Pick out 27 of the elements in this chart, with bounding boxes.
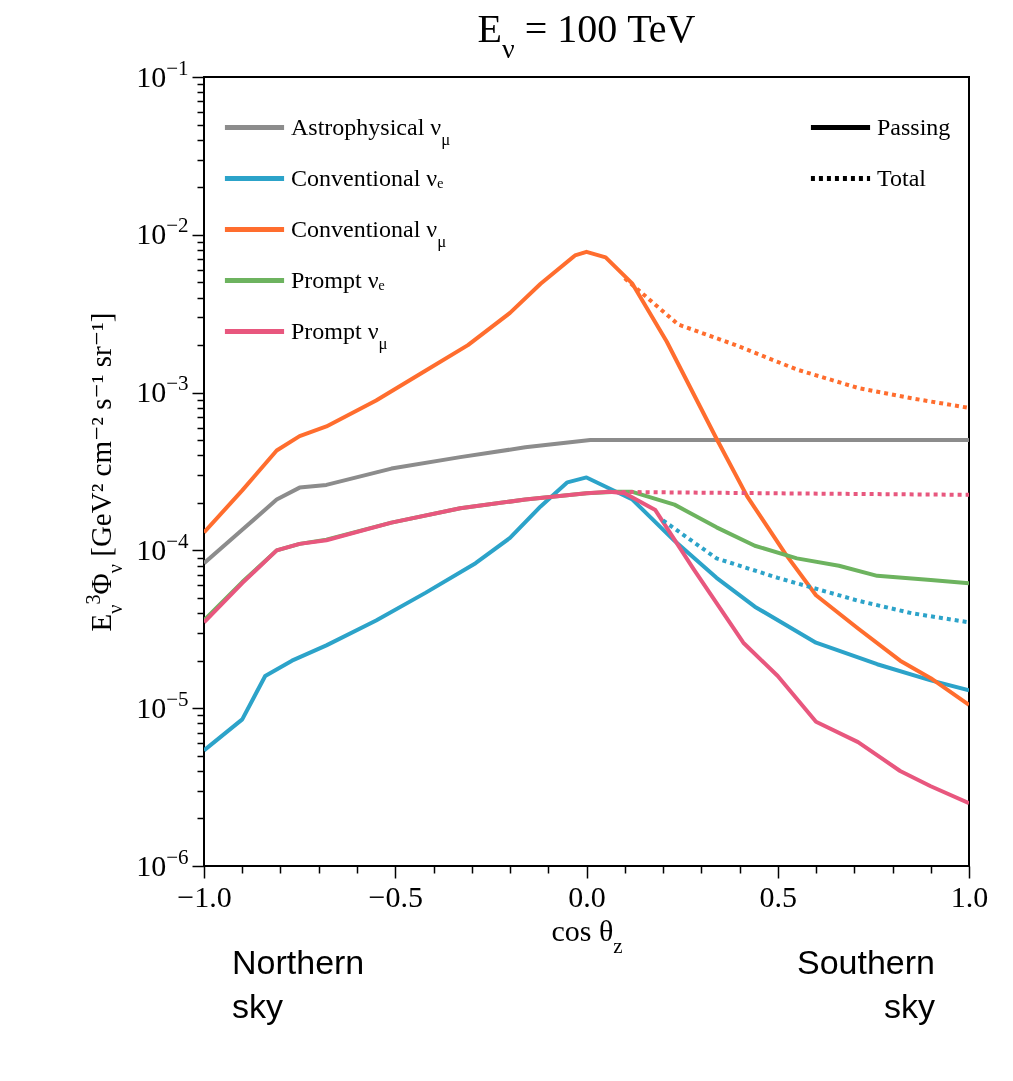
x-tick-label: 0.5	[759, 879, 797, 913]
legend-label: Prompt νₑ	[291, 266, 385, 293]
text: Southern sky	[797, 943, 935, 1025]
line-series	[661, 518, 969, 625]
line-series	[204, 475, 969, 753]
y-tick-label: 10$^{−1}$	[136, 55, 189, 93]
x-tick-label: −1.0	[177, 879, 232, 913]
legend-label: Astrophysical ν$_{μ}$	[291, 113, 451, 148]
x-tick-label: 1.0	[950, 879, 989, 913]
line-series	[204, 249, 969, 707]
annotation: Total	[877, 164, 927, 191]
y-tick-label: 10$^{−6}$	[136, 844, 189, 882]
y-tick-label: 10$^{−5}$	[136, 686, 189, 724]
x-tick-label: 0.0	[568, 879, 606, 913]
y-tick-label: 10$^{−3}$	[136, 371, 189, 409]
chart-title: E$_{ν}$ = 100 TeV	[477, 6, 696, 64]
text: Northern sky	[232, 943, 365, 1025]
annotation: Passing	[877, 113, 951, 140]
line-series	[204, 438, 969, 566]
legend-label: Conventional νₑ	[291, 164, 444, 191]
line-series	[204, 489, 969, 806]
y-tick-label: 10$^{−4}$	[136, 528, 189, 566]
y-tick-label: 10$^{−2}$	[136, 213, 189, 251]
x-tick-label: −0.5	[368, 879, 423, 913]
x-axis-title: cos θ$_{z}$	[551, 913, 623, 958]
legend-label: Conventional ν$_{μ}$	[291, 215, 447, 250]
legend-label: Prompt ν$_{μ}$	[291, 317, 388, 352]
